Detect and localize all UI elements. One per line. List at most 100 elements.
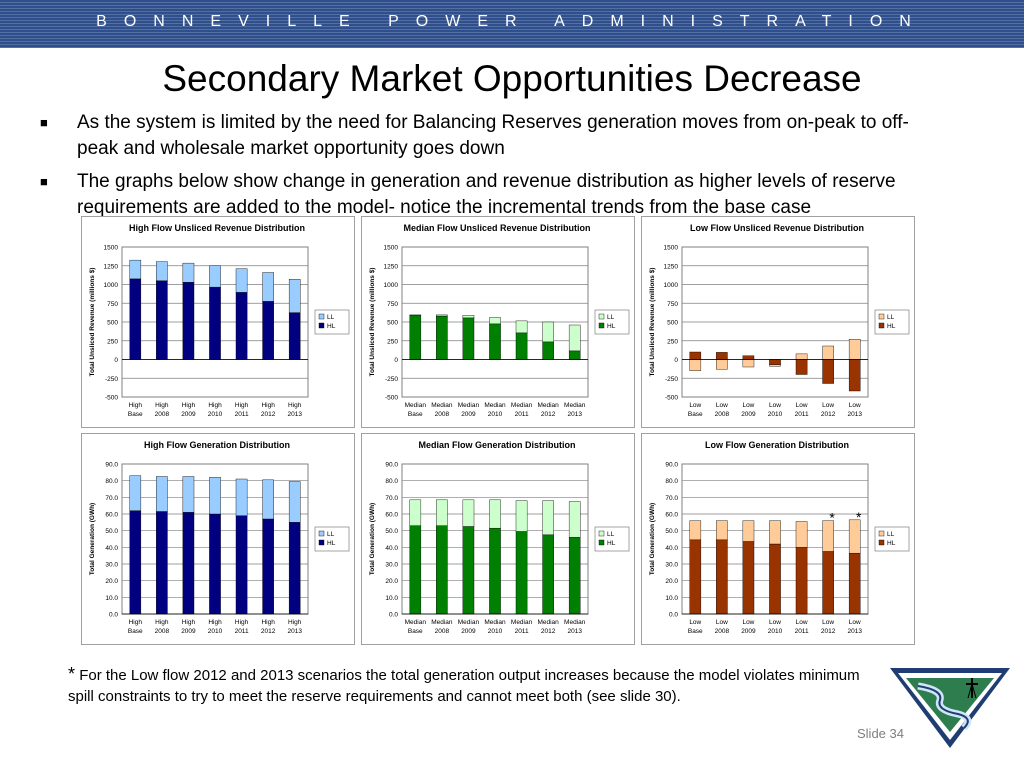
y-tick-label: 250 xyxy=(107,338,118,345)
legend-swatch-ll xyxy=(318,530,325,537)
bar-segment-hl xyxy=(182,282,195,360)
legend-label: LL xyxy=(887,531,895,538)
y-axis-label: Total Unsliced Revenue (millions $) xyxy=(649,268,656,377)
x-tick-label: High xyxy=(155,402,169,409)
x-tick-label: Low xyxy=(689,402,701,409)
x-tick-label: High xyxy=(288,619,302,626)
y-tick-label: 1000 xyxy=(664,282,679,289)
legend-label: HL xyxy=(607,540,616,547)
footnote: * For the Low flow 2012 and 2013 scenari… xyxy=(68,664,878,707)
y-axis-label: Total Unsliced Revenue (millions $) xyxy=(369,268,376,377)
chart-svg: High Flow Generation Distribution 90.0 80.… xyxy=(89,440,350,635)
bullet-marker-icon: ■ xyxy=(40,115,48,130)
legend-swatch-hl xyxy=(318,539,325,546)
bar-segment-ll xyxy=(235,478,248,516)
chart-svg: Low Flow Generation Distribution 90.0 80.0… xyxy=(649,440,910,635)
bar-segment-hl xyxy=(568,350,581,360)
bar-segment-ll xyxy=(288,481,301,523)
y-tick-label: 90.0 xyxy=(105,462,118,469)
x-tick-label: 2012 xyxy=(541,411,556,418)
x-tick-label: High xyxy=(182,402,196,409)
y-tick-label: 40.0 xyxy=(385,545,398,552)
y-tick-label: 90.0 xyxy=(665,462,678,469)
legend-label: LL xyxy=(327,531,335,538)
bar-segment-ll xyxy=(462,499,475,527)
y-axis-label: Total Generation (GWh) xyxy=(89,503,96,575)
legend-label: LL xyxy=(887,314,895,321)
chart-high-flow-revenue: High Flow Unsliced Revenue Distribution 1… xyxy=(81,216,355,428)
legend-swatch-ll xyxy=(878,313,885,320)
x-tick-label: Median xyxy=(431,402,453,409)
bar-segment-hl xyxy=(848,359,861,392)
y-tick-label: 500 xyxy=(107,320,118,327)
footnote-text: For the Low flow 2012 and 2013 scenarios… xyxy=(68,667,860,705)
bar-segment-hl xyxy=(795,547,808,615)
bullet-text: The graphs below show change in generati… xyxy=(77,171,896,218)
y-tick-label: 30.0 xyxy=(105,562,118,569)
y-tick-label: 10.0 xyxy=(665,595,678,602)
bar-segment-hl xyxy=(542,341,554,360)
bar-segment-hl xyxy=(235,292,248,360)
y-tick-label: -500 xyxy=(385,395,398,402)
legend-label: LL xyxy=(607,314,615,321)
bar-segment-ll xyxy=(489,317,501,325)
bar-segment-ll xyxy=(689,359,702,371)
y-tick-label: 1500 xyxy=(664,245,679,252)
bar-segment-ll xyxy=(822,520,834,552)
x-tick-label: 2010 xyxy=(208,628,223,635)
bar-segment-ll xyxy=(848,339,861,360)
bar-segment-hl xyxy=(769,543,781,615)
y-tick-label: 10.0 xyxy=(105,595,118,602)
y-tick-label: -250 xyxy=(385,376,398,383)
legend-swatch-hl xyxy=(598,322,605,329)
y-tick-label: 70.0 xyxy=(105,495,118,502)
bar-segment-ll xyxy=(288,279,301,313)
y-tick-label: 70.0 xyxy=(385,495,398,502)
x-tick-label: 2008 xyxy=(715,411,730,418)
annotation-star: * xyxy=(856,509,862,525)
chart-title: High Flow Unsliced Revenue Distribution xyxy=(129,223,305,233)
slide-number: Slide 34 xyxy=(857,726,904,741)
header-bar: BONNEVILLE POWER ADMINISTRATION xyxy=(0,0,1024,48)
y-tick-label: 1500 xyxy=(384,245,399,252)
bar-segment-ll xyxy=(769,364,781,367)
y-tick-label: 70.0 xyxy=(665,495,678,502)
x-tick-label: 2012 xyxy=(261,411,276,418)
x-tick-label: 2008 xyxy=(155,411,170,418)
legend-swatch-hl xyxy=(878,322,885,329)
bar-segment-hl xyxy=(822,551,834,615)
bar-segment-hl xyxy=(489,527,501,615)
bar-segment-ll xyxy=(129,475,142,511)
bar-segment-hl xyxy=(568,537,581,615)
x-tick-label: 2010 xyxy=(768,411,783,418)
x-tick-label: 2013 xyxy=(847,628,862,635)
x-tick-label: Low xyxy=(849,402,861,409)
y-tick-label: 0.0 xyxy=(669,612,678,619)
bar-segment-hl xyxy=(209,513,221,615)
legend-label: HL xyxy=(607,323,616,330)
legend-swatch-ll xyxy=(318,313,325,320)
bar-segment-hl xyxy=(436,315,448,360)
x-tick-label: Low xyxy=(742,402,754,409)
legend-label: HL xyxy=(327,540,336,547)
bar-segment-hl xyxy=(209,286,221,360)
bar-segment-ll xyxy=(156,476,168,512)
y-tick-label: 20.0 xyxy=(385,578,398,585)
bar-segment-ll xyxy=(542,500,554,536)
chart-title: Median Flow Unsliced Revenue Distributio… xyxy=(403,223,590,233)
x-tick-label: Median xyxy=(458,619,480,626)
y-tick-label: -250 xyxy=(665,376,678,383)
y-tick-label: 60.0 xyxy=(385,512,398,519)
legend-swatch-hl xyxy=(878,539,885,546)
bar-segment-hl xyxy=(262,518,274,615)
x-tick-label: Median xyxy=(484,619,506,626)
bar-segment-hl xyxy=(689,351,702,360)
bar-segment-hl xyxy=(129,278,142,360)
y-tick-label: -250 xyxy=(105,376,118,383)
bar-segment-hl xyxy=(716,539,728,615)
x-tick-label: High xyxy=(235,402,249,409)
y-tick-label: -500 xyxy=(665,395,678,402)
bar-segment-hl xyxy=(542,534,554,615)
legend-label: HL xyxy=(887,323,896,330)
x-tick-label: 2013 xyxy=(287,628,302,635)
